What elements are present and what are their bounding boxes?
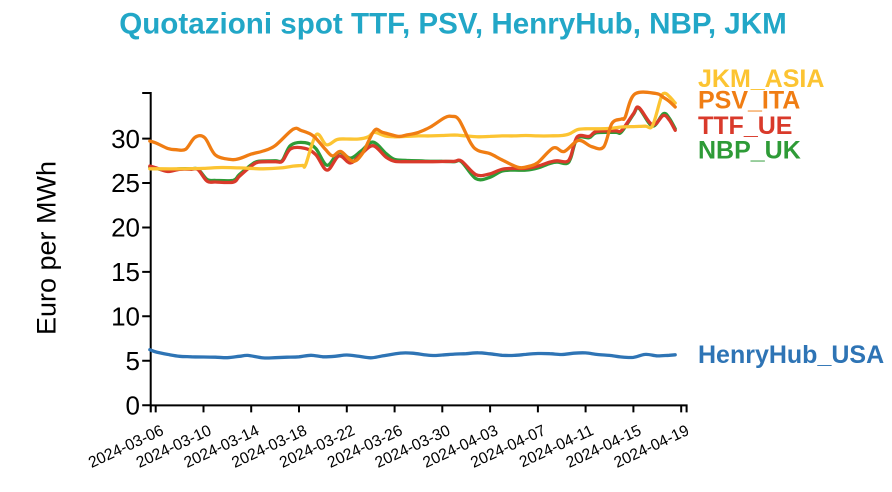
svg-text:Quotazioni spot TTF, PSV, Henr: Quotazioni spot TTF, PSV, HenryHub, NBP,…: [119, 8, 787, 41]
svg-text:JKM_ASIA: JKM_ASIA: [698, 65, 824, 93]
svg-text:30: 30: [111, 124, 140, 154]
svg-text:Euro per MWh: Euro per MWh: [32, 161, 62, 335]
svg-text:20: 20: [111, 213, 140, 243]
svg-text:25: 25: [111, 168, 140, 198]
svg-text:PSV_ITA: PSV_ITA: [698, 87, 800, 115]
svg-text:15: 15: [111, 257, 140, 287]
svg-text:10: 10: [111, 302, 140, 332]
svg-text:NBP_UK: NBP_UK: [698, 137, 801, 165]
svg-text:5: 5: [126, 346, 140, 376]
svg-text:0: 0: [126, 390, 140, 420]
svg-text:TTF_UE: TTF_UE: [698, 112, 792, 140]
svg-text:HenryHub_USA: HenryHub_USA: [698, 341, 884, 369]
